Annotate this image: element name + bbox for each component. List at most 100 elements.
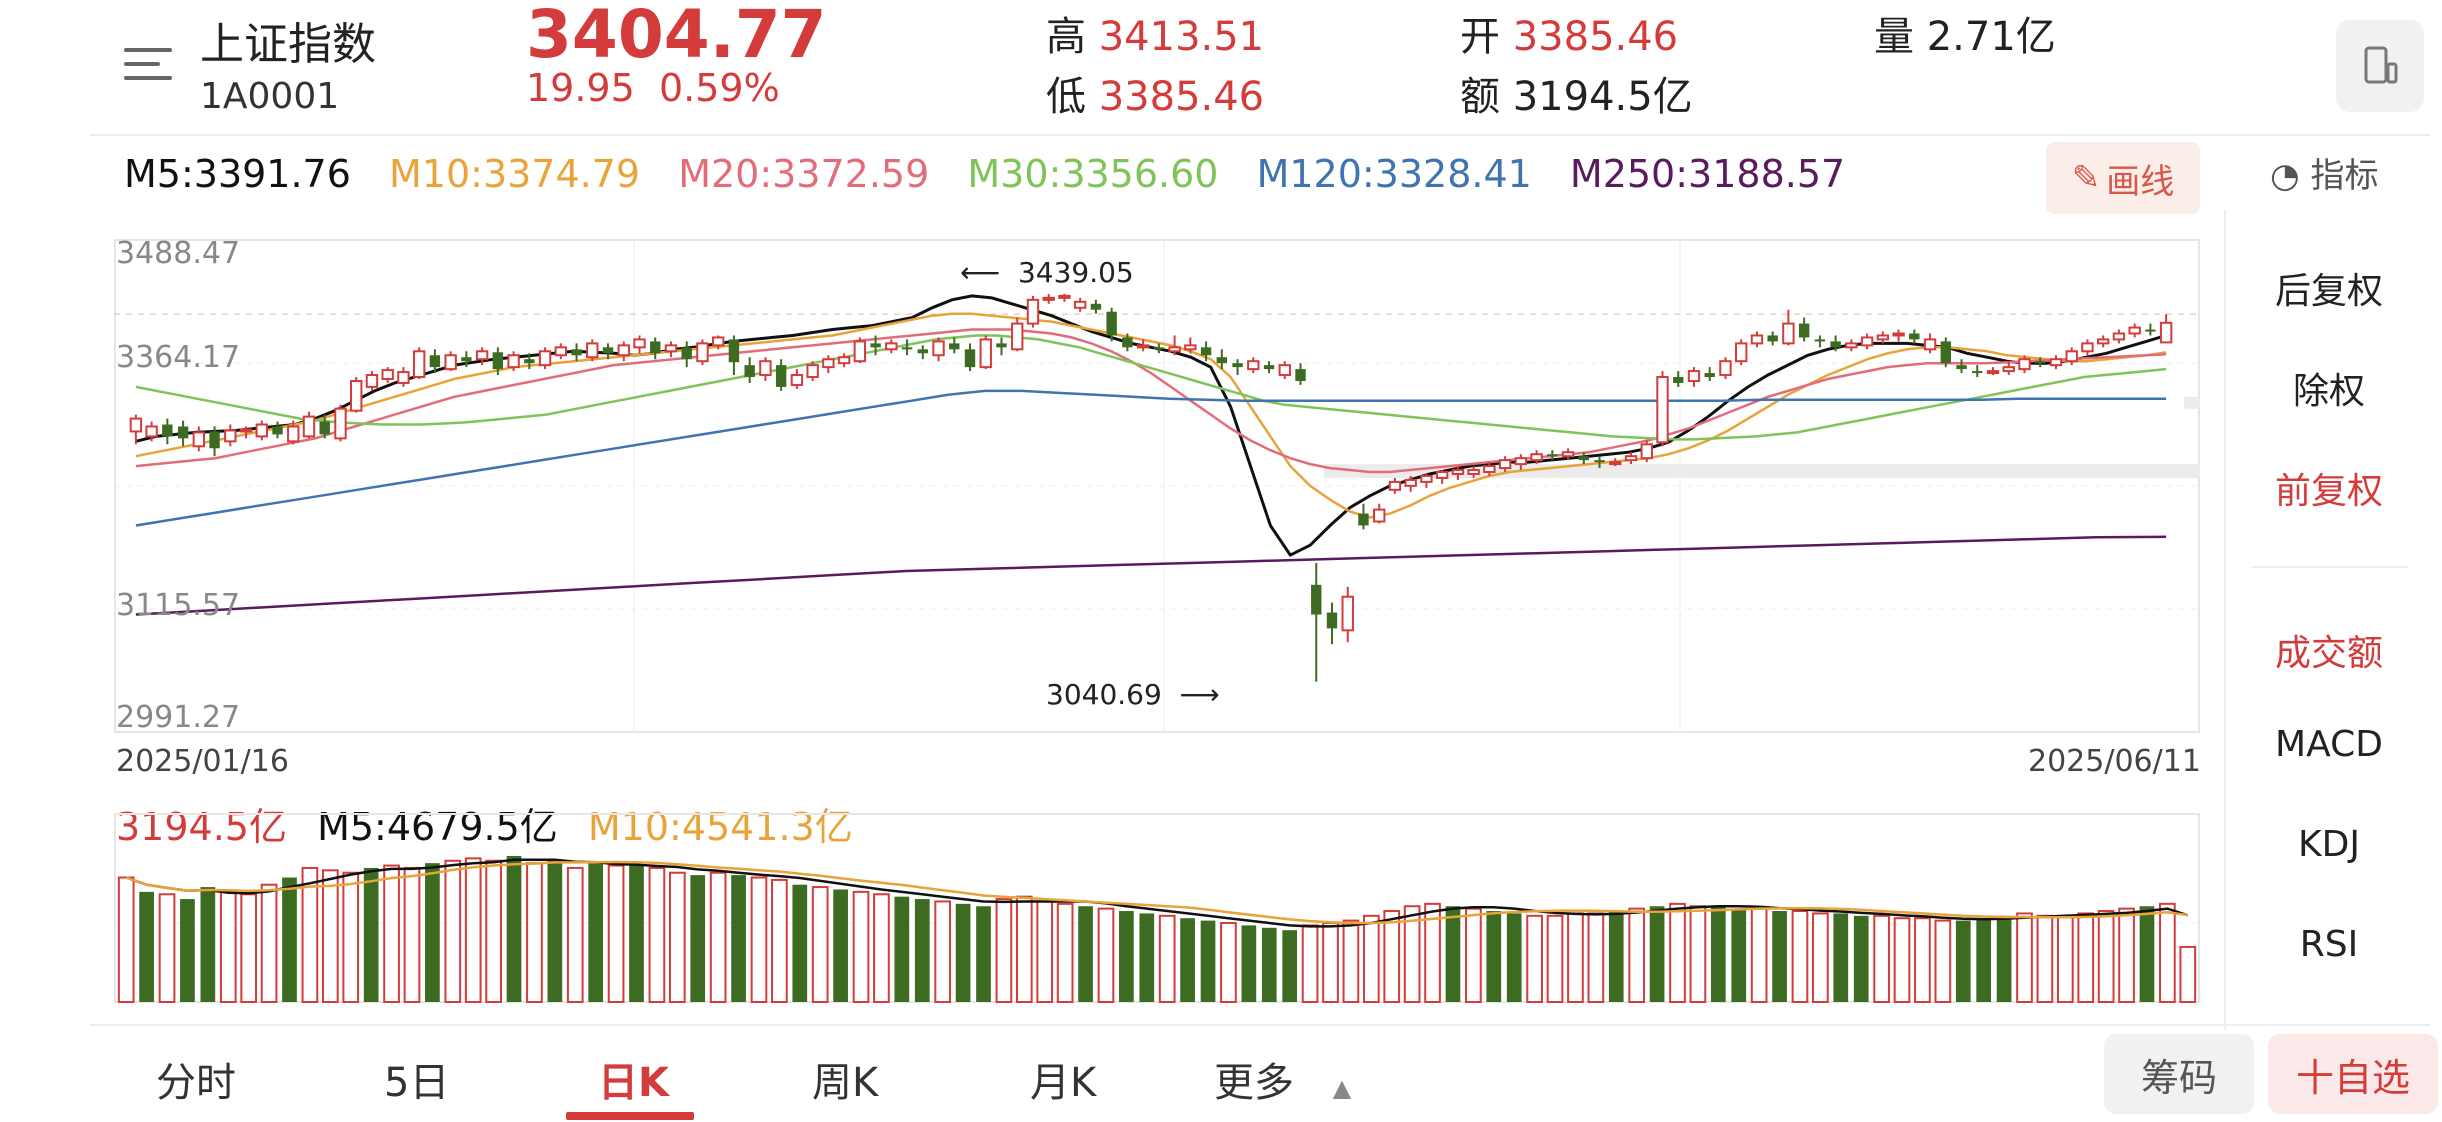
candle-body xyxy=(2035,361,2046,364)
candle-body xyxy=(1420,474,1433,483)
candle-body xyxy=(162,424,173,437)
candlestick-chart[interactable] xyxy=(114,236,2204,736)
candle-body xyxy=(507,354,520,369)
candle-body xyxy=(1640,443,1653,460)
volume-chart[interactable] xyxy=(114,796,2204,1006)
ma30-legend: M30:3356.60 xyxy=(967,152,1219,196)
candle-body xyxy=(1153,347,1165,350)
volume-bar xyxy=(1097,907,1115,1003)
volume-bar xyxy=(566,866,584,1003)
chips-button[interactable]: 筹码 xyxy=(2104,1034,2254,1114)
volume-bar xyxy=(1282,930,1298,1002)
candle-body xyxy=(1892,332,1905,337)
candle-body xyxy=(1263,365,1275,370)
menu-icon[interactable] xyxy=(124,42,174,88)
volume-bar xyxy=(321,869,339,1004)
candle-body xyxy=(664,344,678,353)
volume-bar xyxy=(219,890,237,1003)
tab-monthly-k[interactable]: 月K xyxy=(1030,1060,1097,1106)
ma-legend: M5:3391.76 M10:3374.79 M20:3372.59 M30:3… xyxy=(124,152,1871,196)
y-tick-label: 3115.57 xyxy=(116,588,241,623)
candle-body xyxy=(728,339,740,363)
candle-body xyxy=(633,338,646,349)
candle-body xyxy=(1561,451,1575,458)
side-item-pre-adjusted[interactable]: 前复权 xyxy=(2274,471,2383,512)
candle-body xyxy=(2081,342,2094,353)
side-item-turnover[interactable]: 成交额 xyxy=(2274,633,2383,674)
side-item-ex-rights[interactable]: 除权 xyxy=(2292,371,2365,412)
candle-body xyxy=(711,336,725,347)
side-item-rsi[interactable]: RSI xyxy=(2299,924,2359,965)
candle-body xyxy=(1876,334,1890,341)
volume-bar xyxy=(976,906,991,1002)
volume-bar xyxy=(995,898,1013,1003)
tab-intraday[interactable]: 分时 xyxy=(156,1060,236,1106)
volume-bar xyxy=(1322,922,1339,1003)
candle-body xyxy=(696,342,709,363)
volume-bar xyxy=(464,857,482,1004)
volume-bar xyxy=(1546,914,1564,1003)
tab-weekly-k[interactable]: 周K xyxy=(812,1060,879,1106)
high-stat: 高 3413.51 xyxy=(1046,4,1264,62)
candle-body xyxy=(1467,469,1480,475)
volume-bar xyxy=(1750,907,1768,1003)
candle-body xyxy=(444,354,457,371)
volume-legend: 3194.5亿 M5:4679.5亿 M10:4541.3亿 xyxy=(116,796,871,851)
ma-line-m120 xyxy=(135,389,2167,527)
rotate-screen-button[interactable] xyxy=(2336,20,2424,112)
side-item-post-adjusted[interactable]: 后复权 xyxy=(2274,271,2383,312)
side-panel: 后复权 除权 前复权 成交额 MACD KDJ RSI xyxy=(2224,210,2432,1030)
tab-daily-k[interactable]: 日K xyxy=(598,1060,669,1106)
add-favorite-button[interactable]: 十自选 xyxy=(2268,1034,2438,1114)
ma120-legend: M120:3328.41 xyxy=(1256,152,1532,196)
candle-body xyxy=(917,349,928,354)
index-title: 上证指数 xyxy=(200,19,376,70)
candle-body xyxy=(1216,357,1228,364)
indicator-button[interactable]: ◔ 指标 xyxy=(2270,148,2378,197)
candle-body xyxy=(538,350,552,367)
amount-label: 额 xyxy=(1460,74,1500,120)
candle-body xyxy=(1923,338,1937,351)
volume-bar xyxy=(117,876,135,1003)
volume-bar xyxy=(709,871,727,1003)
volume-bar xyxy=(1914,917,1931,1003)
y-tick-label: 3364.17 xyxy=(116,340,241,375)
volume-bar xyxy=(1934,919,1952,1003)
side-item-kdj[interactable]: KDJ xyxy=(2298,824,2360,865)
candle-body xyxy=(1687,370,1701,382)
gauge-icon: ◔ xyxy=(2270,156,2300,196)
volume-bar xyxy=(792,884,808,1002)
tab-more[interactable]: 更多 ▲ xyxy=(1214,1050,1351,1108)
volume-bar xyxy=(547,860,563,1002)
volume-bar xyxy=(2056,914,2074,1003)
volume-amount: 3194.5亿 xyxy=(116,805,287,849)
candle-body xyxy=(381,369,394,381)
volume-bar xyxy=(771,878,788,1003)
candle-body xyxy=(650,341,661,354)
open-label: 开 xyxy=(1460,14,1500,60)
volume-frame xyxy=(114,813,2200,1003)
tab-5day[interactable]: 5日 xyxy=(384,1060,450,1106)
draw-line-button[interactable]: ✎ 画线 xyxy=(2046,142,2200,214)
candle-body xyxy=(1184,344,1197,351)
volume-bar xyxy=(1200,920,1216,1002)
volume-bar xyxy=(2159,902,2176,1003)
candle-body xyxy=(1073,300,1087,309)
volume-bar xyxy=(1731,908,1747,1002)
candle-body xyxy=(1860,336,1874,347)
candle-body xyxy=(129,417,143,433)
volume-bar xyxy=(403,866,421,1003)
volume-m5: M5:4679.5亿 xyxy=(317,805,558,849)
volume-bar xyxy=(1241,925,1257,1002)
volume-bar xyxy=(648,866,666,1003)
open-value: 3385.46 xyxy=(1512,14,1679,60)
candle-body xyxy=(145,425,158,438)
volume-bar xyxy=(1220,922,1237,1003)
side-item-macd[interactable]: MACD xyxy=(2275,724,2383,765)
candle-body xyxy=(412,350,426,379)
ma-line-m30 xyxy=(135,334,2167,441)
high-value: 3413.51 xyxy=(1098,14,1265,60)
candle-body xyxy=(350,379,363,412)
candle-body xyxy=(1830,341,1841,348)
pencil-icon: ✎ xyxy=(2071,158,2101,198)
